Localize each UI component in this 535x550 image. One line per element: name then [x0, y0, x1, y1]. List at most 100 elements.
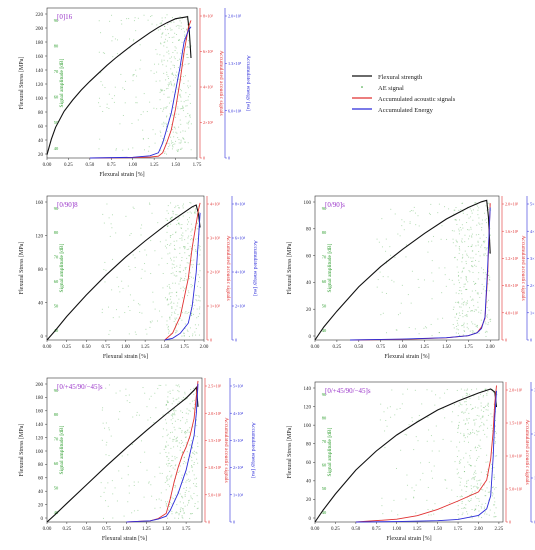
ae-signal-point	[195, 238, 197, 240]
ae-signal-point	[469, 432, 471, 434]
ae-signal-point	[493, 478, 495, 480]
ae-signal-point	[166, 299, 168, 301]
ae-signal-point	[458, 335, 460, 337]
ae-signal-point	[193, 461, 195, 463]
ae-signal-point	[135, 102, 137, 104]
ae-signal-point	[469, 455, 471, 457]
ae-signal-point	[477, 447, 479, 449]
ae-signal-point	[480, 471, 482, 473]
ae-signal-point	[129, 309, 131, 311]
ae-signal-point	[481, 267, 483, 269]
ae-signal-point	[105, 454, 107, 456]
ae-signal-point	[154, 250, 156, 252]
ae-signal-point	[468, 229, 470, 231]
ae-signal-point	[176, 317, 178, 319]
ae-signal-point	[484, 495, 486, 497]
stress-tick-label: 40	[38, 139, 44, 144]
ae-signal-point	[479, 445, 481, 447]
ae-signal-point	[459, 403, 461, 405]
ae-signal-point	[108, 455, 110, 457]
ae-signal-point	[181, 260, 183, 262]
ae-signal-point	[465, 314, 467, 316]
ae-signal-point	[118, 470, 120, 472]
ae-signal-point	[191, 400, 193, 402]
x-tick-label: 0.00	[43, 345, 52, 350]
ae-signal-point	[485, 323, 487, 325]
amplitude-tick-label: 80	[54, 43, 59, 48]
ae-signal-point	[477, 244, 479, 246]
ae-signal-point	[458, 274, 460, 276]
ae-signal-point	[123, 89, 125, 91]
ae-signal-point	[106, 441, 108, 443]
ae-signal-point	[482, 406, 484, 408]
ae-signal-point	[453, 306, 455, 308]
ae-signal-point	[167, 391, 169, 393]
amplitude-tick-label: 70	[322, 255, 327, 260]
ae-signal-point	[184, 247, 186, 249]
ae-signal-point	[478, 332, 480, 334]
ae-signal-point	[161, 141, 163, 143]
ae-signal-point	[181, 224, 183, 226]
ae-signal-point	[182, 65, 184, 67]
ae-signal-point	[381, 291, 383, 293]
ae-signal-point	[454, 461, 456, 463]
ae-signal-point	[487, 414, 489, 416]
flexural-strength-line	[46, 16, 192, 155]
ae-signal-point	[169, 218, 171, 220]
ae-signal-point	[162, 414, 164, 416]
ae-signal-point	[473, 305, 475, 307]
ae-signal-point	[478, 498, 480, 500]
ae-signal-point	[174, 50, 176, 52]
ae-signal-point	[479, 255, 481, 257]
ae-signal-point	[483, 424, 485, 426]
ae-signal-point	[185, 266, 187, 268]
ae-signal-point	[170, 22, 172, 24]
ae-signal-point	[188, 431, 190, 433]
x-tick-label: 1.50	[171, 163, 180, 168]
ae-signal-point	[461, 496, 463, 498]
ae-signal-point	[396, 329, 398, 331]
ae-signal-point	[172, 143, 174, 145]
ae-signal-point	[172, 438, 174, 440]
ae-signal-point	[171, 306, 173, 308]
ae-signal-point	[186, 53, 188, 55]
ae-signal-point	[168, 50, 170, 52]
ae-signal-point	[182, 203, 184, 205]
ae-signal-point	[155, 49, 157, 51]
ae-signal-point	[191, 312, 193, 314]
ae-signal-point	[492, 389, 494, 391]
amplitude-tick-label: 50	[54, 485, 59, 490]
ae-signal-point	[191, 237, 193, 239]
ae-signal-point	[483, 242, 485, 244]
ae-signal-point	[467, 441, 469, 443]
ae-signal-point	[177, 302, 179, 304]
ae-signal-point	[481, 223, 483, 225]
ae-signal-point	[169, 144, 171, 146]
ae-signal-point	[474, 406, 476, 408]
ae-signal-point	[175, 131, 177, 133]
ae-signal-point	[182, 451, 184, 453]
ae-signal-point	[156, 71, 158, 73]
ae-signal-point	[479, 484, 481, 486]
ae-signal-point	[112, 493, 114, 495]
ae-signal-point	[188, 255, 190, 257]
ae-signal-point	[469, 433, 471, 435]
ae-signal-point	[104, 87, 106, 89]
stress-tick-label: 60	[38, 125, 44, 130]
ae-signal-point	[179, 252, 181, 254]
ae-signal-point	[458, 209, 460, 211]
ae-signal-point	[459, 402, 461, 404]
ae-signal-point	[184, 391, 186, 393]
ae-signal-point	[486, 436, 488, 438]
ae-signal-point	[169, 470, 171, 472]
ae-signal-point	[458, 517, 460, 519]
ae-signal-point	[128, 265, 130, 267]
ae-signal-point	[465, 394, 467, 396]
ae-signal-point	[176, 291, 178, 293]
ae-signal-point	[188, 40, 190, 42]
ae-signal-point	[428, 241, 430, 243]
ae-signal-point	[184, 495, 186, 497]
acoustic-tick-label: 1.6×10³	[505, 229, 519, 234]
ae-signal-point	[463, 507, 465, 509]
acoustic-tick-label: 4×10³	[203, 85, 214, 90]
